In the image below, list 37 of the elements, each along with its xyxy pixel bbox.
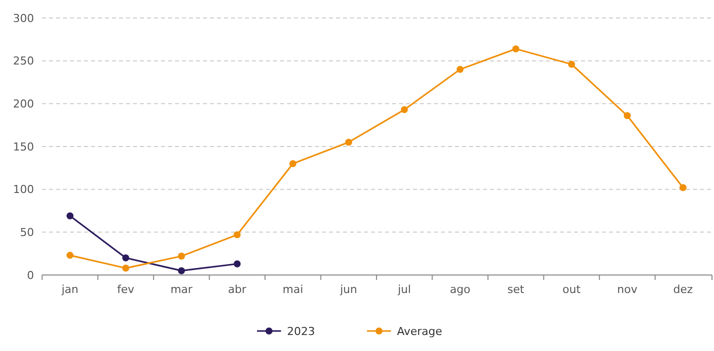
- point: [624, 112, 631, 120]
- legend-label: Average: [397, 324, 442, 338]
- y-tick-label: 0: [27, 268, 34, 282]
- point: [345, 138, 352, 146]
- point: [122, 264, 130, 272]
- y-tick-label: 250: [13, 54, 34, 68]
- x-tick-label: jun: [339, 283, 358, 296]
- y-tick-label: 100: [13, 183, 34, 196]
- point: [400, 106, 408, 114]
- x-tick-label: set: [507, 283, 525, 296]
- x-tick-label: nov: [617, 283, 638, 296]
- legend-label: 2023: [287, 324, 315, 338]
- x-tick-label: abr: [228, 283, 247, 296]
- point: [178, 267, 185, 274]
- x-tick-label: fev: [117, 283, 135, 296]
- y-tick-label: 300: [13, 12, 34, 25]
- y-tick-label: 50: [20, 226, 34, 240]
- point: [122, 254, 130, 262]
- x-tick-label: mai: [282, 283, 304, 296]
- point: [66, 252, 74, 259]
- point: [234, 260, 241, 268]
- point: [289, 160, 296, 168]
- point: [512, 45, 520, 52]
- x-tick-label: jul: [396, 283, 411, 296]
- point: [456, 66, 464, 73]
- x-tick-label: jan: [60, 283, 78, 296]
- x-tick-label: mar: [170, 283, 193, 296]
- point: [178, 252, 185, 260]
- point: [66, 212, 74, 220]
- y-tick-label: 200: [13, 98, 34, 111]
- point: [568, 60, 576, 68]
- y-tick-label: 150: [13, 140, 34, 154]
- x-tick-label: dez: [673, 283, 693, 296]
- x-tick-label: ago: [450, 283, 471, 296]
- x-tick-label: out: [562, 283, 582, 296]
- point: [234, 231, 241, 238]
- point: [680, 184, 686, 192]
